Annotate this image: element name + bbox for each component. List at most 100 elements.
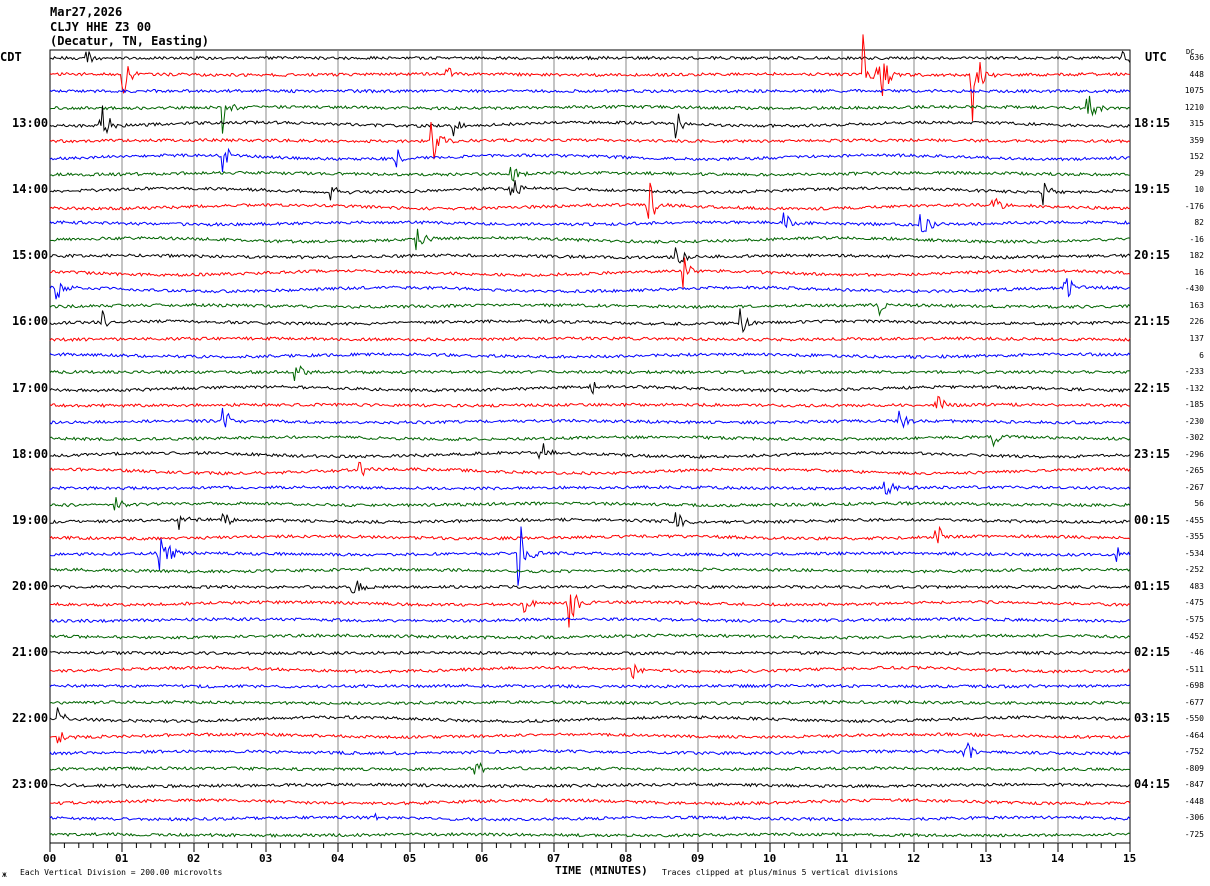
trace-line [49,302,1131,317]
dc-offset-label: -233 [1184,367,1204,377]
dc-offset-label: -847 [1184,780,1204,790]
dc-offset-label: -267 [1184,482,1204,492]
left-time-label: 20:00 [12,578,49,593]
left-time-label: 14:00 [12,182,49,197]
right-time-label: 02:15 [1134,645,1171,660]
trace-line [49,434,1131,448]
trace-line [49,707,1131,724]
dc-offset-label: -230 [1184,416,1204,426]
dc-header: DC [1186,48,1195,56]
dc-offset-label: 182 [1189,251,1204,261]
left-time-label: 15:00 [12,248,49,263]
dc-offset-label: 16 [1194,267,1204,277]
dc-offset-label: -455 [1184,515,1204,525]
trace-line [49,34,1131,122]
trace-line [49,308,1131,334]
x-tick-label: 04 [331,852,345,865]
logo-mark: ж [2,870,7,879]
trace-line [49,526,1131,586]
right-time-label: 23:15 [1134,446,1171,461]
left-time-label: 21:00 [12,645,49,660]
left-time-label: 23:00 [12,777,49,792]
right-time-label: 04:15 [1134,777,1171,792]
dc-offset-label: -475 [1184,598,1204,608]
dc-offset-label: 1210 [1184,102,1204,112]
station-label: CLJY HHE Z3 00 [50,20,152,34]
dc-offset-label: 448 [1189,69,1204,79]
trace-line [49,741,1131,758]
trace-line [49,352,1131,360]
trace-line [49,395,1131,410]
right-time-label: 01:15 [1134,578,1171,593]
x-tick-label: 15 [1123,852,1137,865]
x-tick-label: 01 [115,852,129,865]
dc-offset-label: -511 [1184,664,1204,674]
dc-offset-label: 636 [1189,53,1204,62]
dc-offset-label: -448 [1184,796,1204,806]
dc-offset-label: -575 [1184,615,1204,625]
dc-offset-label: 163 [1189,300,1204,310]
right-time-label: 18:15 [1134,116,1171,131]
left-time-label: 18:00 [12,446,49,461]
dc-offset-label: 226 [1189,317,1204,327]
dc-offset-label: -534 [1184,548,1204,558]
trace-line [49,481,1131,495]
trace-line [49,365,1131,381]
dc-offset-label: 1075 [1184,86,1204,96]
x-tick-label: 02 [187,852,201,865]
x-tick-label: 05 [403,852,417,865]
trace-line [49,762,1131,775]
dc-offset-label: -550 [1184,714,1204,724]
left-time-label: 13:00 [12,116,49,131]
dc-offset-label: -306 [1184,813,1204,823]
dc-offset-label: 152 [1189,152,1204,162]
dc-offset-label: -752 [1184,747,1204,757]
dc-offset-label: -809 [1184,763,1204,773]
dc-offset-label: 6 [1199,350,1204,360]
trace-line [49,812,1131,822]
x-tick-label: 07 [547,852,561,865]
trace-line [49,497,1131,511]
dc-offset-label: -296 [1184,449,1204,459]
right-timezone: UTC [1145,50,1167,64]
left-time-label: 16:00 [12,314,49,329]
x-tick-label: 12 [907,852,921,865]
location-label: (Decatur, TN, Easting) [50,34,209,48]
x-tick-label: 14 [1051,852,1065,865]
trace-line [49,407,1131,429]
dc-offset-label: -185 [1184,400,1204,410]
trace-line [49,831,1131,839]
dc-offset-label: -452 [1184,631,1204,641]
dc-offset-label: -677 [1184,697,1204,707]
trace-line [49,633,1131,640]
trace-line [49,381,1131,395]
trace-line [49,580,1131,594]
trace-line [49,650,1131,656]
trace-line [49,525,1131,544]
x-tick-label: 03 [259,852,273,865]
dc-offset-label: 315 [1189,119,1204,129]
trace-line [49,663,1131,680]
trace-line [50,247,1131,264]
dc-offset-label: 10 [1194,185,1204,195]
left-time-label: 17:00 [12,380,49,395]
dc-offset-label: -725 [1184,829,1204,839]
trace-line [49,147,1131,172]
trace-line [49,228,1131,251]
trace-line [49,567,1131,574]
trace-line [49,180,1131,206]
x-tick-label: 06 [475,852,489,865]
left-time-label: 19:00 [12,512,49,527]
dc-offset-label: -355 [1184,532,1204,542]
trace-line [49,782,1131,789]
trace-line [49,212,1131,233]
dc-offset-label: 56 [1194,499,1204,509]
dc-offset-label: -464 [1184,730,1204,740]
scale-note: Each Vertical Division = 200.00 microvol… [20,868,223,877]
trace-line [49,105,1131,139]
trace-line [49,278,1131,300]
trace-line [49,50,1131,64]
dc-offset-label: -132 [1184,383,1204,393]
x-tick-label: 10 [763,852,777,865]
